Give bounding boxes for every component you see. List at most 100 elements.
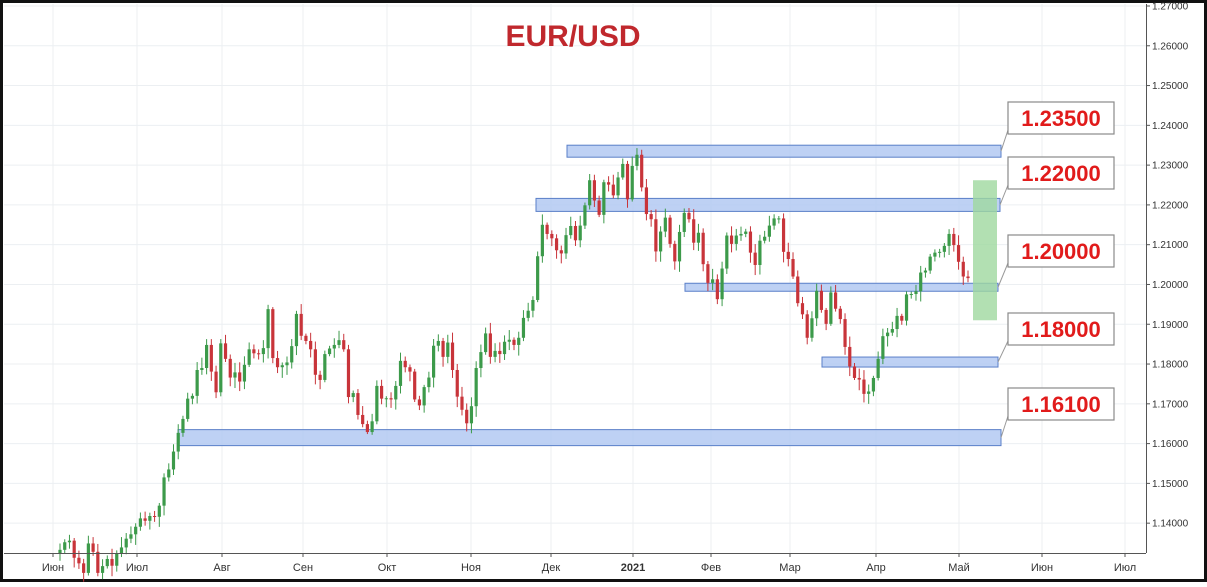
candle-body <box>791 259 795 277</box>
candle-body <box>432 345 436 378</box>
candle-body <box>233 372 237 378</box>
level-label: 1.22000 <box>1021 161 1101 186</box>
x-tick-label: Окт <box>378 562 397 574</box>
candle-body <box>867 391 871 394</box>
candle-body <box>422 387 426 406</box>
candle-body <box>914 291 918 295</box>
level-zone <box>535 197 1001 212</box>
candle-body <box>337 340 341 345</box>
candle-body <box>110 558 114 566</box>
level-zones <box>177 144 1002 447</box>
y-tick-label: 1.19000 <box>1152 320 1189 331</box>
candle-body <box>961 261 965 277</box>
candle-body <box>186 398 190 419</box>
candle-body <box>748 231 753 253</box>
candle-body <box>668 217 672 244</box>
candle-body <box>706 264 710 283</box>
candle-body <box>143 518 147 521</box>
candle-body <box>526 310 530 318</box>
candle-body <box>427 377 431 388</box>
candle-body <box>711 279 715 283</box>
level-zone <box>684 282 999 292</box>
y-tick-label: 1.20000 <box>1152 280 1189 291</box>
candle-body <box>290 346 294 363</box>
candle-body <box>469 406 474 424</box>
candle-body <box>895 315 899 330</box>
y-tick-label: 1.21000 <box>1152 240 1189 251</box>
candle-body <box>162 477 166 506</box>
candle-body <box>512 339 516 345</box>
candle-body <box>327 348 332 355</box>
candle-body <box>540 224 544 257</box>
candle-body <box>285 362 289 366</box>
candle-body <box>942 245 946 252</box>
projection-zone <box>973 180 997 321</box>
candle-body <box>67 540 72 543</box>
candle-body <box>758 240 762 265</box>
candle-body <box>881 336 885 359</box>
x-tick-label: Авг <box>213 562 230 574</box>
candle-body <box>796 276 800 304</box>
y-tick-label: 1.22000 <box>1152 200 1189 211</box>
candle-body <box>375 385 379 422</box>
candle-body <box>493 350 497 357</box>
candle-body <box>398 360 403 386</box>
candle-body <box>966 276 970 279</box>
candle-body <box>923 270 928 273</box>
x-tick-label: Сен <box>293 562 313 574</box>
candle-body <box>479 352 483 369</box>
candle-body <box>871 377 876 392</box>
candle-body <box>384 398 388 400</box>
candle-body <box>663 217 667 232</box>
candle-body <box>318 374 322 380</box>
candle-body <box>649 214 653 220</box>
candle-body <box>763 236 767 241</box>
candle-body <box>488 333 492 357</box>
candle-body <box>734 235 738 244</box>
candle-body <box>247 349 251 365</box>
level-label-box <box>1007 312 1115 346</box>
candle-body <box>838 308 842 320</box>
candle-body <box>938 251 942 253</box>
candle-body <box>805 314 809 338</box>
level-label-box <box>1007 101 1115 135</box>
candle-body <box>460 396 464 410</box>
candle-body <box>886 332 890 337</box>
x-tick-label: Мар <box>779 562 801 574</box>
candle-body <box>819 290 823 310</box>
candle-body <box>351 393 355 398</box>
candle-body <box>474 368 478 407</box>
y-tick-label: 1.25000 <box>1152 81 1189 92</box>
candle-body <box>394 385 398 400</box>
candle-body <box>852 366 857 378</box>
candle-body <box>725 235 729 269</box>
candle-body <box>554 238 559 251</box>
candle-body <box>715 279 719 300</box>
candle-body <box>403 360 407 368</box>
candle-body <box>299 313 303 336</box>
label-connector <box>999 184 1009 206</box>
candle-body <box>323 354 327 380</box>
candle-body <box>654 219 658 252</box>
candle-body <box>484 333 488 353</box>
candle-body <box>947 233 951 246</box>
x-tick-label: Июн <box>1031 562 1053 574</box>
candle-body <box>621 163 625 178</box>
candle-body <box>498 350 502 355</box>
x-tick-label: Ноя <box>461 562 481 574</box>
candle-body <box>692 219 696 243</box>
candle-body <box>777 218 781 220</box>
candle-body <box>933 252 937 257</box>
candle-body <box>630 165 634 200</box>
candle-body <box>356 393 360 415</box>
candle-body <box>644 187 649 215</box>
candle-body <box>592 180 596 201</box>
candle-body <box>531 299 535 311</box>
candle-body <box>214 371 218 393</box>
candle-body <box>800 303 805 315</box>
candle-body <box>370 421 374 433</box>
x-tick-label: 2021 <box>621 562 645 574</box>
y-axis-ticks: 1.14000 1.15000 1.16000 1.17000 1.18000 1.190… <box>1146 1 1189 530</box>
candle-body <box>96 551 100 573</box>
